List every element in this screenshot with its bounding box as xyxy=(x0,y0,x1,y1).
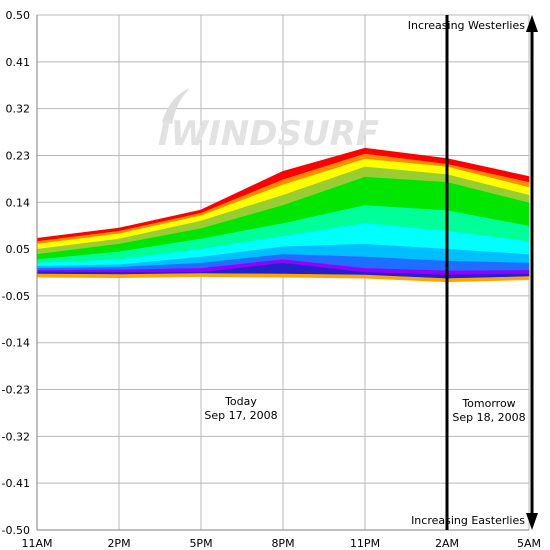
today-date-label: Sep 17, 2008 xyxy=(204,409,277,422)
watermark-text: IWINDSURF xyxy=(158,114,379,154)
y-tick-label: 0.05 xyxy=(6,243,31,256)
tomorrow-date-label: Sep 18, 2008 xyxy=(452,411,525,424)
x-tick-label: 11PM xyxy=(350,537,380,550)
x-tick-label: 5PM xyxy=(189,537,212,550)
y-tick-label: 0.14 xyxy=(6,196,31,209)
x-tick-label: 2AM xyxy=(435,537,459,550)
y-tick-label: 0.41 xyxy=(6,56,31,69)
y-tick-label: -0.05 xyxy=(2,290,30,303)
y-tick-labels: 0.50 0.41 0.32 0.23 0.14 0.05 -0.05 -0.14 -0.23 -… xyxy=(2,9,30,537)
y-tick-label: -0.50 xyxy=(2,524,30,537)
arrow-up-icon xyxy=(526,15,538,32)
series-areas xyxy=(36,147,530,283)
y-tick-label: -0.14 xyxy=(2,337,30,350)
y-tick-label: -0.41 xyxy=(2,477,30,490)
y-tick-label: 0.23 xyxy=(6,149,31,162)
westerlies-label: Increasing Westerlies xyxy=(408,19,526,32)
series-band-11 xyxy=(36,273,530,283)
x-tick-label: 8PM xyxy=(271,537,294,550)
westerlies-easterlies-arrow xyxy=(526,15,538,530)
today-label: Today xyxy=(224,395,257,408)
easterlies-label: Increasing Easterlies xyxy=(411,514,525,527)
watermark-sail-icon xyxy=(162,88,190,124)
y-tick-label: 0.50 xyxy=(6,9,31,22)
x-tick-labels: 11AM 2PM 5PM 8PM 11PM 2AM 5AM xyxy=(21,537,541,550)
y-tick-label: 0.32 xyxy=(6,103,31,116)
x-tick-label: 5AM xyxy=(517,537,541,550)
y-tick-label: -0.32 xyxy=(2,430,30,443)
arrow-down-icon xyxy=(526,513,538,530)
tomorrow-label: Tomorrow xyxy=(461,397,515,410)
y-tick-label: -0.23 xyxy=(2,384,30,397)
x-tick-label: 2PM xyxy=(107,537,130,550)
x-tick-label: 11AM xyxy=(21,537,52,550)
